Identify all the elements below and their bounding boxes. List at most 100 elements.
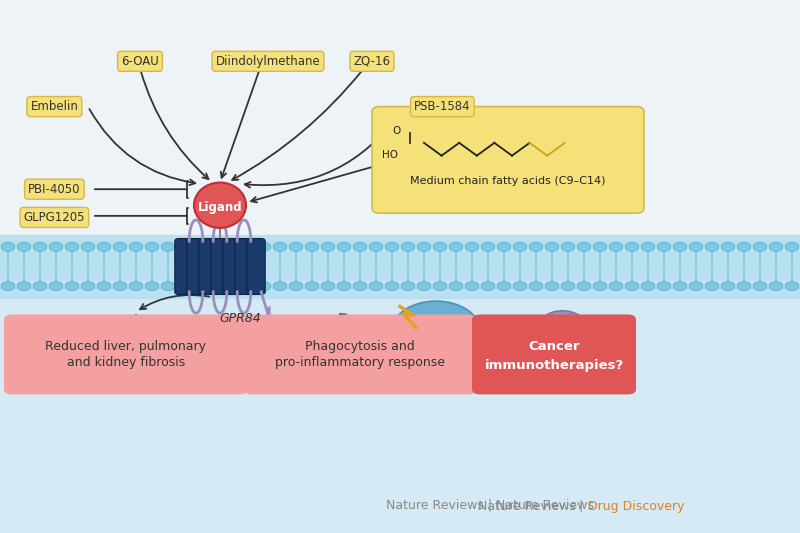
FancyBboxPatch shape xyxy=(187,239,206,294)
Circle shape xyxy=(770,242,783,252)
Text: Reduced liver, pulmonary: Reduced liver, pulmonary xyxy=(46,340,206,353)
Circle shape xyxy=(338,242,350,252)
Circle shape xyxy=(466,281,478,290)
Circle shape xyxy=(722,242,735,252)
Circle shape xyxy=(546,242,558,252)
Text: immunotherapies?: immunotherapies? xyxy=(484,359,624,372)
Circle shape xyxy=(290,281,302,290)
Text: β: β xyxy=(526,333,534,346)
Text: ZQ-16: ZQ-16 xyxy=(354,55,390,68)
Circle shape xyxy=(321,281,335,290)
Circle shape xyxy=(498,242,511,252)
Circle shape xyxy=(401,281,415,290)
Circle shape xyxy=(162,281,175,290)
Circle shape xyxy=(321,242,335,252)
Text: PBI-4050: PBI-4050 xyxy=(28,183,81,196)
Circle shape xyxy=(114,281,127,290)
Circle shape xyxy=(226,281,239,290)
FancyBboxPatch shape xyxy=(235,239,254,294)
Circle shape xyxy=(562,242,574,252)
Text: HO: HO xyxy=(382,150,398,159)
Circle shape xyxy=(754,281,767,290)
Circle shape xyxy=(1,242,15,252)
FancyBboxPatch shape xyxy=(4,314,248,394)
Circle shape xyxy=(1,281,15,290)
FancyBboxPatch shape xyxy=(211,239,230,294)
Circle shape xyxy=(290,242,302,252)
Circle shape xyxy=(18,242,30,252)
Text: |: | xyxy=(578,500,582,513)
Circle shape xyxy=(674,242,687,252)
Circle shape xyxy=(418,281,430,290)
Circle shape xyxy=(146,281,158,290)
Ellipse shape xyxy=(194,182,246,228)
Text: O: O xyxy=(392,126,400,136)
Circle shape xyxy=(562,281,574,290)
Circle shape xyxy=(514,242,526,252)
Circle shape xyxy=(546,281,558,290)
Text: GPR84: GPR84 xyxy=(219,312,261,325)
Circle shape xyxy=(754,242,767,252)
Text: Diindolylmethane: Diindolylmethane xyxy=(216,55,320,68)
Text: GLPG1205: GLPG1205 xyxy=(24,211,85,224)
Bar xyxy=(0,0,800,282)
Circle shape xyxy=(642,242,654,252)
Circle shape xyxy=(194,242,206,252)
Circle shape xyxy=(610,242,622,252)
Circle shape xyxy=(65,242,78,252)
Circle shape xyxy=(530,281,542,290)
Circle shape xyxy=(370,281,383,290)
Circle shape xyxy=(18,281,30,290)
Circle shape xyxy=(162,242,175,252)
Circle shape xyxy=(210,281,222,290)
Circle shape xyxy=(722,281,735,290)
Circle shape xyxy=(738,242,751,252)
Circle shape xyxy=(273,281,287,290)
Circle shape xyxy=(434,242,447,252)
Circle shape xyxy=(578,242,590,252)
Circle shape xyxy=(530,242,542,252)
Circle shape xyxy=(258,242,270,252)
Circle shape xyxy=(466,242,478,252)
Circle shape xyxy=(82,281,94,290)
Circle shape xyxy=(610,281,622,290)
Circle shape xyxy=(242,242,254,252)
Circle shape xyxy=(706,242,719,252)
FancyBboxPatch shape xyxy=(372,107,644,213)
FancyBboxPatch shape xyxy=(472,314,636,394)
Text: pro-inflammatory response: pro-inflammatory response xyxy=(275,356,445,369)
Text: Medium chain fatty acids (C9–C14): Medium chain fatty acids (C9–C14) xyxy=(410,176,606,186)
Text: Embelin: Embelin xyxy=(30,100,78,113)
Circle shape xyxy=(34,281,46,290)
Circle shape xyxy=(401,242,415,252)
Circle shape xyxy=(306,242,318,252)
Text: γ: γ xyxy=(558,321,566,334)
Circle shape xyxy=(178,281,191,290)
Circle shape xyxy=(194,281,206,290)
Circle shape xyxy=(434,281,447,290)
Circle shape xyxy=(658,281,670,290)
Circle shape xyxy=(370,242,383,252)
Circle shape xyxy=(82,242,94,252)
Circle shape xyxy=(502,318,562,359)
Circle shape xyxy=(354,242,366,252)
Circle shape xyxy=(482,242,494,252)
Circle shape xyxy=(482,281,494,290)
Circle shape xyxy=(674,281,687,290)
Circle shape xyxy=(786,242,798,252)
Circle shape xyxy=(114,242,127,252)
FancyBboxPatch shape xyxy=(222,239,242,294)
Circle shape xyxy=(594,281,606,290)
Circle shape xyxy=(146,242,158,252)
Circle shape xyxy=(242,281,254,290)
Circle shape xyxy=(578,281,590,290)
Circle shape xyxy=(210,242,222,252)
Text: $\alpha_i$: $\alpha_i$ xyxy=(431,319,444,332)
Circle shape xyxy=(49,242,62,252)
Circle shape xyxy=(226,242,239,252)
Text: Nature Reviews: Nature Reviews xyxy=(478,500,576,513)
Text: GTP: GTP xyxy=(426,331,450,341)
Circle shape xyxy=(98,242,110,252)
FancyBboxPatch shape xyxy=(175,239,194,294)
Circle shape xyxy=(129,242,143,252)
